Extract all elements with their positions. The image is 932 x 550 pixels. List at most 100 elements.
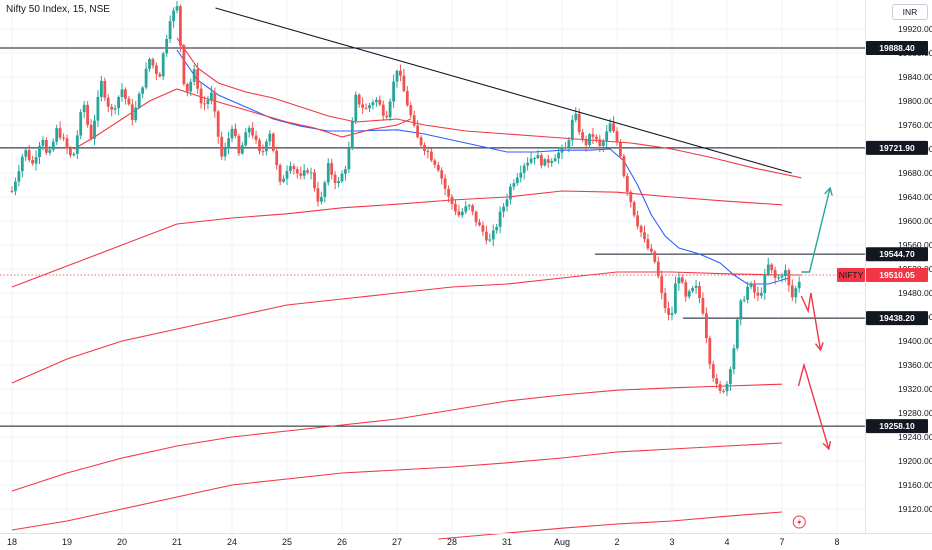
descending-trendline[interactable] [215,7,792,174]
candle-body [650,248,653,252]
projection-path[interactable] [801,187,831,273]
candle-body [192,69,196,82]
candle-body [546,159,550,163]
candle-body [110,106,114,110]
candle-body [10,191,14,192]
price-tick-label: 19560.00 [898,240,932,250]
candle-body [179,6,182,46]
candle-body [577,113,581,133]
candle-body [629,191,633,203]
indicator-line-ema-upper[interactable] [176,37,802,179]
projection-path[interactable] [797,362,830,450]
candle-body [454,204,457,212]
candle-body [670,313,674,315]
candle-body [409,105,413,116]
candle-body [760,292,763,296]
candle-body [540,155,543,166]
candle-body [227,138,230,149]
candle-body [402,75,406,91]
price-tick-label: 19760.00 [898,120,932,130]
candle-body [715,378,719,385]
candle-body [251,127,254,136]
candle-body [326,163,330,183]
candle-body [646,239,650,249]
price-tick-label: 19680.00 [898,168,932,178]
candle-body [701,298,705,314]
time-tick-label: 25 [282,537,292,547]
indicator-line-ema-low[interactable] [73,88,412,150]
candle-body [141,87,144,94]
projection-arrows[interactable] [797,186,833,451]
candle-body [299,173,303,176]
candle-body [725,383,729,392]
candle-body [69,148,72,156]
candle-body [763,274,767,293]
candle-body [794,288,798,298]
candle-body [240,145,244,154]
candle-body [515,177,519,184]
candle-body [687,291,691,297]
time-tick-label: 18 [7,537,17,547]
candle-body [161,53,165,77]
indicator-line-band-1[interactable] [11,271,802,384]
indicator-line-ema-blue[interactable] [176,49,790,285]
indicator-line-band-2[interactable] [11,383,783,492]
time-axis[interactable]: 18 19 20 21 24 25 26 27 28 31 Aug 2 3 4 7 8 [7,537,840,547]
time-tick-label: 2 [614,537,619,547]
candle-body [460,211,464,216]
lightning-bolt-shape [797,518,802,526]
candle-body [653,251,657,262]
indicator-line-ema-long[interactable] [11,190,783,288]
candle-body [134,107,138,121]
candle-body [601,141,605,146]
candle-body [206,100,210,104]
time-tick-label: 28 [447,537,457,547]
candle-body [340,173,344,182]
candle-body [333,174,337,183]
candle-body [86,104,89,125]
candle-body [316,188,320,202]
candle-body [557,152,560,159]
candle-body [595,136,598,140]
candlestick-series [10,1,801,396]
current-price-tag [866,268,928,282]
level-price-text: 19721.90 [879,143,915,153]
level-price-tag [866,419,928,434]
candle-body [612,123,615,132]
trend-line[interactable] [215,7,792,174]
lightning-icon[interactable] [792,515,806,529]
candle-body [210,92,213,100]
candle-body [313,172,316,189]
candle-body [522,165,526,173]
level-price-tag [866,247,928,262]
candle-body [426,151,430,152]
candle-body [677,277,681,284]
chart-title: Nifty 50 Index, 15, NSE [6,4,110,15]
candle-body [388,101,392,118]
candle-body [378,99,382,105]
indicator-line-band-3[interactable] [11,442,783,531]
candle-body [471,205,474,212]
time-tick-label: 3 [669,537,674,547]
candle-body [474,211,478,223]
candle-body [742,299,746,301]
indicator-line-band-4[interactable] [438,511,783,540]
projection-path[interactable] [800,292,822,351]
candle-body [777,277,780,279]
candle-body [770,264,774,271]
candle-body [93,120,96,139]
candle-body [106,97,110,107]
candle-body [45,140,48,153]
candle-body [443,178,447,189]
candle-body [223,148,227,157]
candle-body [485,231,488,241]
candle-body [567,140,571,148]
candle-body [158,74,162,77]
candle-body [656,261,660,277]
candle-body [622,156,626,176]
candle-body [753,283,756,293]
candle-body [155,65,158,75]
currency-label[interactable]: INR [892,4,928,20]
candle-body [337,181,340,183]
